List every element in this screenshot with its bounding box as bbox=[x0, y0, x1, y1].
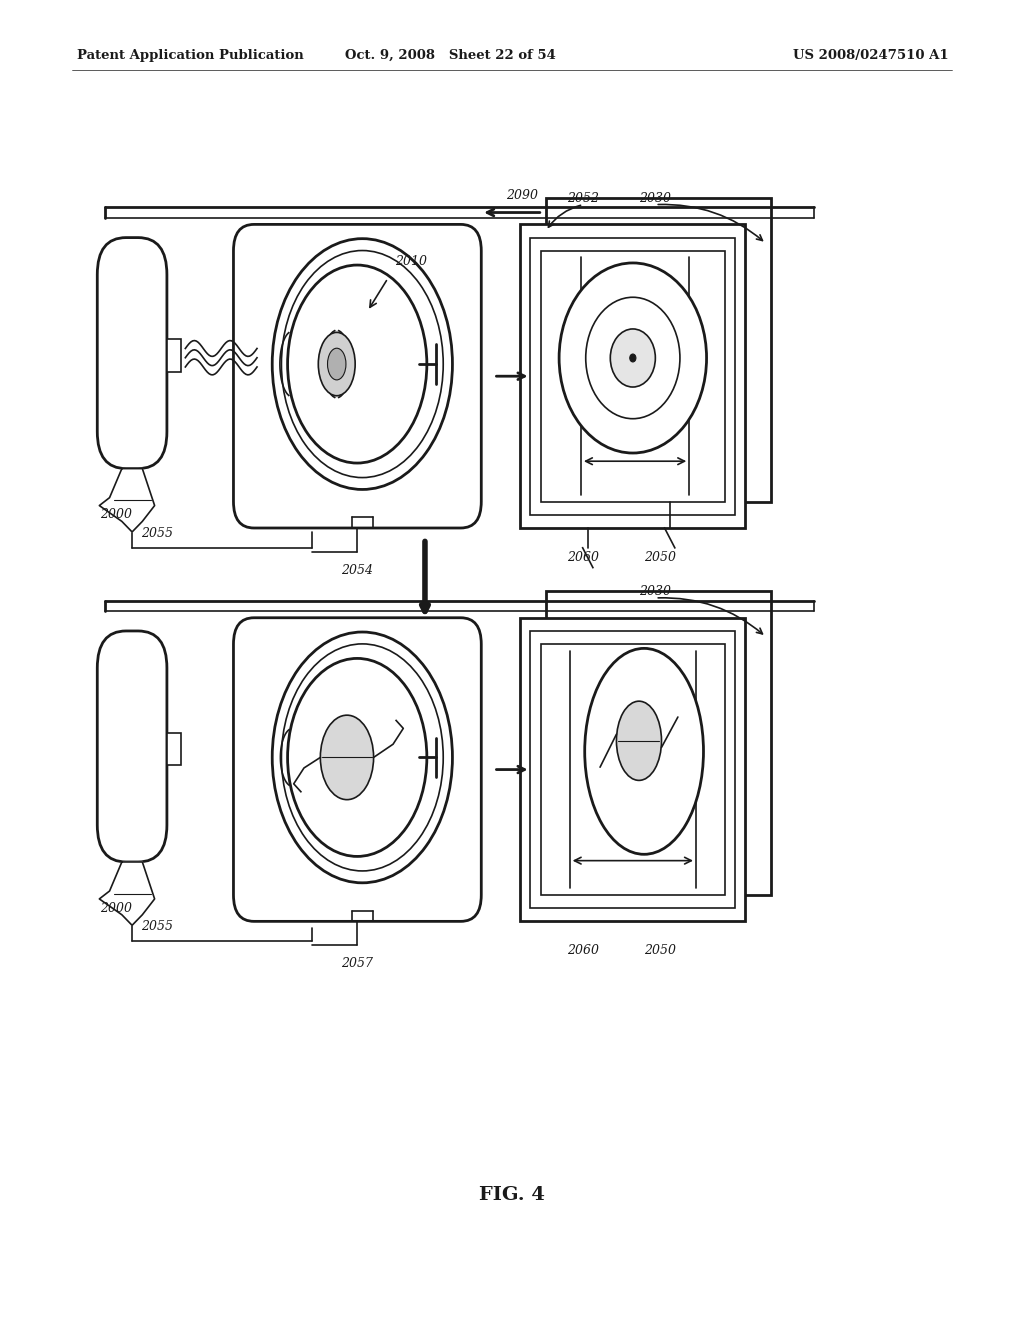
Ellipse shape bbox=[610, 329, 655, 387]
Bar bbox=[541, 251, 725, 502]
Bar bbox=[520, 618, 745, 921]
Polygon shape bbox=[99, 469, 155, 532]
Text: 2060: 2060 bbox=[567, 944, 599, 957]
Ellipse shape bbox=[288, 659, 427, 857]
FancyBboxPatch shape bbox=[233, 224, 481, 528]
Bar bbox=[541, 644, 725, 895]
Ellipse shape bbox=[321, 715, 374, 800]
Bar bbox=[520, 224, 745, 528]
FancyBboxPatch shape bbox=[233, 618, 481, 921]
Bar bbox=[530, 238, 735, 515]
Text: 2030: 2030 bbox=[639, 585, 672, 598]
Bar bbox=[167, 733, 181, 764]
Bar bbox=[167, 339, 181, 372]
Ellipse shape bbox=[586, 297, 680, 418]
Text: 2000: 2000 bbox=[100, 508, 132, 521]
Text: FIG. 4: FIG. 4 bbox=[479, 1185, 545, 1204]
Text: 2050: 2050 bbox=[644, 944, 676, 957]
Ellipse shape bbox=[288, 265, 427, 463]
FancyBboxPatch shape bbox=[97, 238, 167, 469]
Ellipse shape bbox=[318, 333, 355, 396]
Text: 2055: 2055 bbox=[141, 527, 173, 540]
Text: Patent Application Publication: Patent Application Publication bbox=[77, 49, 303, 62]
Polygon shape bbox=[99, 862, 155, 925]
Polygon shape bbox=[324, 331, 350, 397]
Ellipse shape bbox=[328, 348, 346, 380]
Ellipse shape bbox=[616, 701, 662, 780]
Text: Oct. 9, 2008   Sheet 22 of 54: Oct. 9, 2008 Sheet 22 of 54 bbox=[345, 49, 556, 62]
Ellipse shape bbox=[272, 632, 453, 883]
Bar bbox=[546, 591, 771, 895]
Text: 2060: 2060 bbox=[567, 550, 599, 564]
Text: 2090: 2090 bbox=[506, 189, 539, 202]
FancyBboxPatch shape bbox=[97, 631, 167, 862]
Ellipse shape bbox=[559, 263, 707, 453]
Text: 2055: 2055 bbox=[141, 920, 173, 933]
Bar bbox=[530, 631, 735, 908]
Bar bbox=[546, 198, 771, 502]
Ellipse shape bbox=[272, 239, 453, 490]
Text: 2030: 2030 bbox=[639, 191, 672, 205]
Text: US 2008/0247510 A1: US 2008/0247510 A1 bbox=[793, 49, 948, 62]
Ellipse shape bbox=[630, 354, 636, 362]
Text: 2000: 2000 bbox=[100, 902, 132, 915]
Ellipse shape bbox=[282, 251, 443, 478]
Text: 2010: 2010 bbox=[395, 255, 427, 268]
Text: 2057: 2057 bbox=[341, 957, 374, 970]
Ellipse shape bbox=[585, 648, 703, 854]
Text: 2054: 2054 bbox=[341, 564, 374, 577]
Text: 2052: 2052 bbox=[567, 191, 599, 205]
Ellipse shape bbox=[282, 644, 443, 871]
Text: 2050: 2050 bbox=[644, 550, 676, 564]
